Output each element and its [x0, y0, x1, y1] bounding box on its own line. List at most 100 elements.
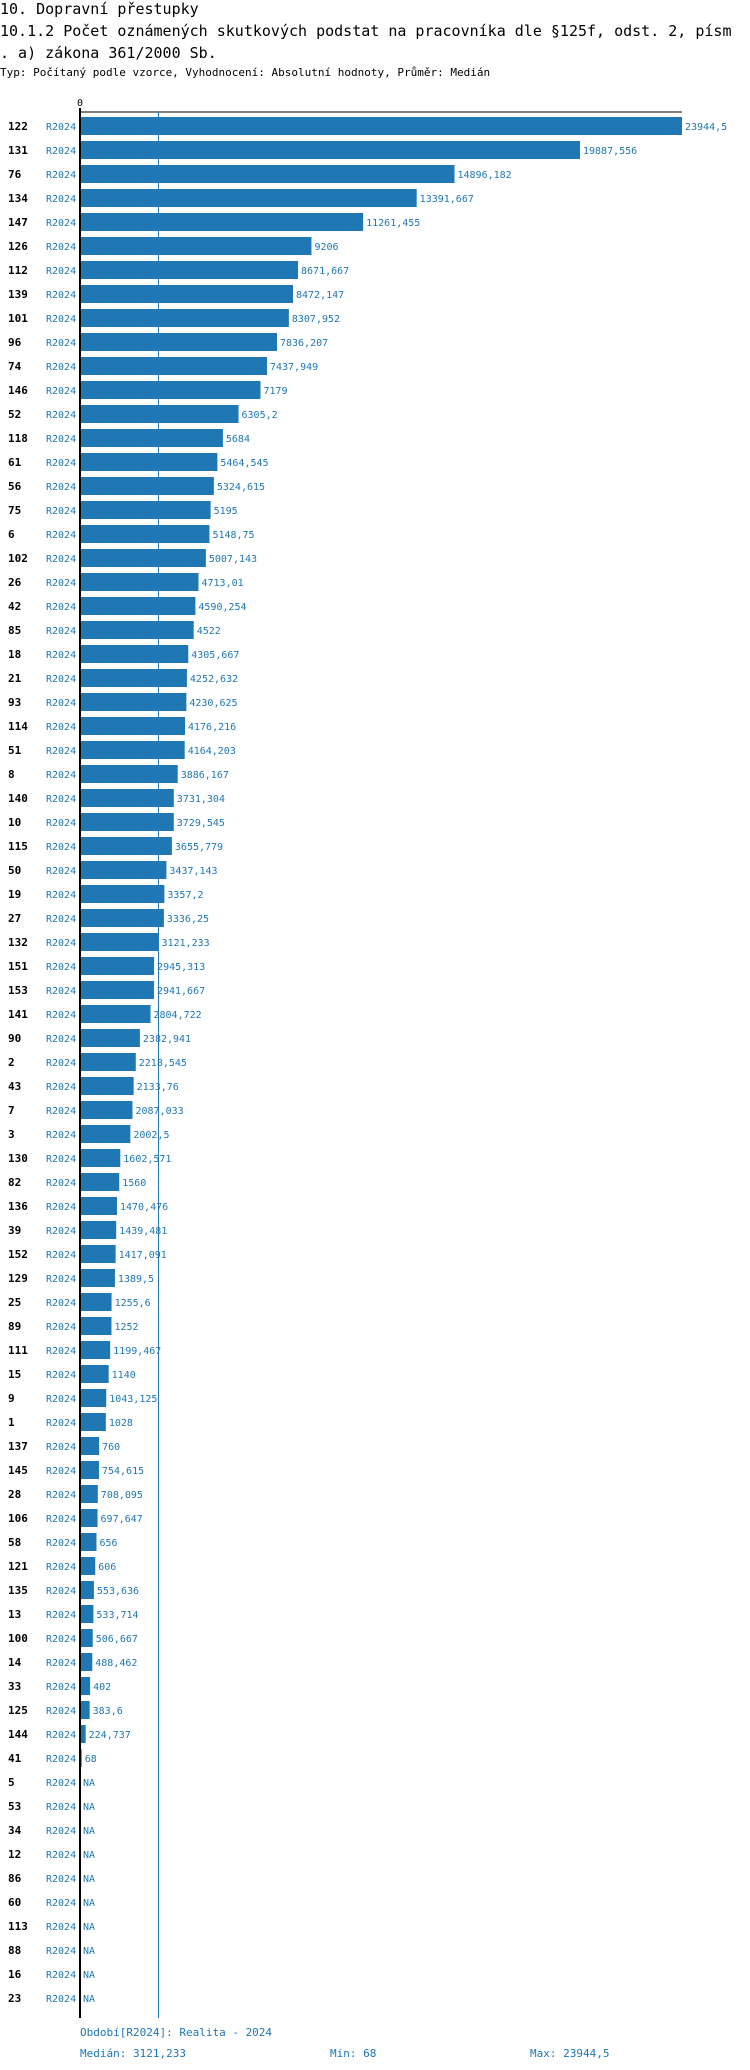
row-id-label: 23	[8, 1992, 21, 2005]
bar	[80, 1341, 111, 1359]
indicator-title-line1: 10.1.2 Počet oznámených skutkových podst…	[0, 22, 732, 40]
bar	[80, 261, 299, 279]
bar-value-label: 1140	[112, 1370, 136, 1381]
row-period-label: R2024	[46, 1610, 76, 1621]
row-id-label: 12	[8, 1848, 21, 1861]
row-id-label: 1	[8, 1416, 15, 1429]
bar-value-label: 2804,722	[154, 1010, 202, 1021]
row-period-label: R2024	[46, 434, 76, 445]
bar	[80, 1125, 131, 1143]
row-period-label: R2024	[46, 242, 76, 253]
row-period-label: R2024	[46, 194, 76, 205]
row-id-label: 85	[8, 624, 21, 637]
bar-value-label: 23944,5	[685, 122, 727, 133]
bar-value-label: NA	[83, 1850, 95, 1861]
bar	[80, 1677, 91, 1695]
bar-value-label: 1199,467	[113, 1346, 161, 1357]
row-period-label: R2024	[46, 1322, 76, 1333]
row-id-label: 14	[8, 1656, 22, 1669]
bar-value-label: 6305,2	[242, 410, 278, 421]
footer-min: Min: 68	[330, 2047, 377, 2060]
footer-period: Období[R2024]: Realita - 2024	[80, 2026, 273, 2039]
row-period-label: R2024	[46, 962, 76, 973]
row-period-label: R2024	[46, 530, 76, 541]
bar-value-label: 2087,033	[135, 1106, 183, 1117]
bar	[80, 1149, 121, 1167]
bar	[80, 1437, 100, 1455]
bar	[80, 381, 261, 399]
bar-value-label: NA	[83, 1946, 95, 1957]
bar	[80, 525, 210, 543]
row-id-label: 144	[8, 1728, 28, 1741]
row-id-label: 16	[8, 1968, 22, 1981]
bar-value-label: 2382,941	[143, 1034, 191, 1045]
bar	[80, 909, 164, 927]
bar-value-label: 4522	[197, 626, 221, 637]
bar	[80, 285, 294, 303]
bar-value-label: 5007,143	[209, 554, 257, 565]
row-id-label: 153	[8, 984, 28, 997]
bar	[80, 621, 194, 639]
indicator-type-line: Typ: Počítaný podle vzorce, Vyhodnocení:…	[0, 66, 491, 79]
bar	[80, 165, 455, 183]
row-id-label: 129	[8, 1272, 28, 1285]
bar	[80, 1461, 99, 1479]
row-period-label: R2024	[46, 1634, 76, 1645]
bar-value-label: 697,647	[101, 1514, 143, 1525]
bar	[80, 1605, 94, 1623]
bar	[80, 765, 178, 783]
bar-value-label: 1028	[109, 1418, 133, 1429]
bar	[80, 117, 682, 135]
bar-value-label: 1417,091	[119, 1250, 167, 1261]
row-period-label: R2024	[46, 1778, 76, 1789]
bar	[80, 333, 278, 351]
bar-value-label: 5195	[214, 506, 238, 517]
bar-value-label: 13391,667	[420, 194, 474, 205]
row-id-label: 21	[8, 672, 22, 685]
row-period-label: R2024	[46, 1898, 76, 1909]
row-id-label: 6	[8, 528, 15, 541]
bar-value-label: 3655,779	[175, 842, 223, 853]
row-period-label: R2024	[46, 122, 76, 133]
bar-value-label: 656	[99, 1538, 117, 1549]
row-period-label: R2024	[46, 626, 76, 637]
bar-value-label: NA	[83, 1802, 95, 1813]
bar-value-label: 488,462	[95, 1658, 137, 1669]
row-period-label: R2024	[46, 1874, 76, 1885]
row-id-label: 13	[8, 1608, 21, 1621]
bar	[80, 1245, 116, 1263]
row-id-label: 96	[8, 336, 22, 349]
bar-value-label: 1560	[122, 1178, 146, 1189]
row-id-label: 132	[8, 936, 28, 949]
bar	[80, 1029, 140, 1047]
bar	[80, 789, 174, 807]
row-id-label: 58	[8, 1536, 21, 1549]
bar	[80, 501, 211, 519]
row-id-label: 56	[8, 480, 22, 493]
row-id-label: 141	[8, 1008, 28, 1021]
bar	[80, 141, 581, 159]
row-period-label: R2024	[46, 1466, 76, 1477]
bar-value-label: 9206	[314, 242, 338, 253]
bar-value-label: 506,667	[96, 1634, 138, 1645]
bar-value-label: 3121,233	[161, 938, 209, 949]
row-id-label: 126	[8, 240, 28, 253]
row-period-label: R2024	[46, 1802, 76, 1813]
bar	[80, 957, 155, 975]
footer-max: Max: 23944,5	[530, 2047, 610, 2060]
row-period-label: R2024	[46, 1298, 76, 1309]
row-id-label: 50	[8, 864, 21, 877]
bar	[80, 933, 159, 951]
row-period-label: R2024	[46, 818, 76, 829]
row-id-label: 34	[8, 1824, 22, 1837]
row-period-label: R2024	[46, 1442, 76, 1453]
row-period-label: R2024	[46, 1418, 76, 1429]
bar-value-label: 4230,625	[189, 698, 237, 709]
row-id-label: 90	[8, 1032, 21, 1045]
bar-value-label: 8472,147	[296, 290, 344, 301]
bar	[80, 405, 239, 423]
row-id-label: 113	[8, 1920, 28, 1933]
row-period-label: R2024	[46, 290, 76, 301]
row-id-label: 131	[8, 144, 28, 157]
